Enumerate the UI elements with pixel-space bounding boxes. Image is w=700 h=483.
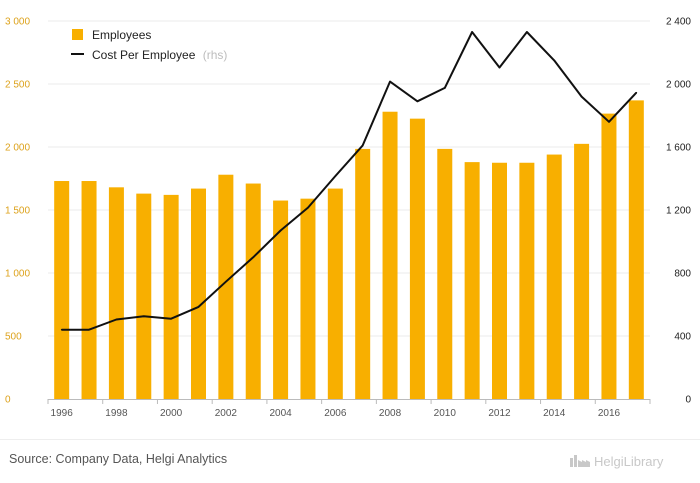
bar-employees-2004: [273, 200, 289, 399]
point-cost-per-employee-1996: [60, 328, 63, 331]
point-cost-per-employee-2004: [279, 229, 282, 232]
bar-employees-2009: [409, 118, 425, 400]
point-cost-per-employee-1999: [142, 315, 145, 318]
right-tick-label: 400: [674, 332, 691, 343]
x-tick-label: 2010: [434, 408, 457, 419]
x-tick-label: 2006: [324, 408, 347, 419]
x-tick-label: 1998: [105, 408, 128, 419]
source-note: Source: Company Data, Helgi Analytics: [9, 452, 227, 466]
x-tick-label: 2016: [598, 408, 621, 419]
x-tick-label: 2008: [379, 408, 402, 419]
right-tick-label: 1 200: [666, 206, 691, 217]
bar-employees-2005: [300, 198, 316, 399]
point-cost-per-employee-2000: [170, 317, 172, 320]
point-cost-per-employee-2014: [553, 59, 556, 62]
bar-employees-2010: [437, 148, 453, 399]
legend-label-rhs: (rhs): [203, 48, 228, 62]
bar-employees-2012: [492, 162, 507, 399]
x-tick-label: 2014: [543, 408, 566, 419]
x-tick-label: 2000: [160, 408, 183, 419]
x-axis: 1996 1998 2000 2002 2004 2006 2008 2010 2012 2014…: [47, 399, 651, 419]
left-tick-label: 1 000: [5, 269, 30, 280]
left-tick-label: 3 000: [5, 17, 30, 28]
point-cost-per-employee-1998: [115, 318, 118, 321]
bar-series-employees: [54, 100, 644, 400]
factory-icon: [570, 455, 590, 467]
bar-employees-2001: [191, 188, 206, 399]
point-cost-per-employee-2013: [526, 31, 528, 33]
right-axis-ticks: 0 400 800 1 200 1 600 2 000 2 400: [666, 17, 691, 406]
right-tick-label: 2 400: [666, 17, 691, 28]
point-cost-per-employee-2012: [498, 66, 501, 69]
bar-employees-2017: [628, 100, 644, 399]
bar-employees-2016: [601, 113, 617, 400]
point-cost-per-employee-2008: [389, 80, 391, 83]
bar-employees-2014: [546, 154, 562, 399]
bar-employees-2011: [464, 162, 480, 399]
bar-employees-2015: [574, 143, 590, 399]
legend-label-cost-text: Cost Per Employee: [92, 48, 196, 62]
bar-employees-2003: [245, 183, 261, 399]
left-axis-ticks: 0 500 1 000 1 500 2 000 2 500 3 000: [5, 17, 30, 406]
point-cost-per-employee-2009: [416, 100, 419, 103]
helgi-library-logo: HelgiLibrary: [570, 454, 664, 469]
right-tick-label: 800: [674, 269, 691, 280]
left-tick-label: 0: [5, 395, 11, 406]
point-cost-per-employee-2011: [471, 31, 473, 33]
point-cost-per-employee-2007: [361, 144, 364, 147]
point-cost-per-employee-2017: [635, 91, 638, 94]
point-cost-per-employee-2003: [252, 256, 255, 259]
point-cost-per-employee-2001: [197, 306, 200, 308]
x-tick-label: 2004: [269, 408, 292, 419]
left-tick-label: 500: [5, 332, 22, 343]
point-cost-per-employee-2002: [225, 280, 227, 283]
right-tick-label: 0: [685, 395, 691, 406]
point-cost-per-employee-2005: [307, 206, 309, 209]
bar-employees-2006: [327, 188, 343, 399]
legend: Employees Cost Per Employee (rhs): [71, 28, 227, 62]
legend-label-employees: Employees: [92, 28, 151, 42]
point-cost-per-employee-2015: [580, 95, 583, 98]
logo-text: HelgiLibrary: [594, 454, 664, 469]
bar-employees-2013: [519, 162, 535, 399]
right-tick-label: 2 000: [666, 80, 691, 91]
bar-employees-2000: [163, 194, 179, 399]
point-cost-per-employee-2006: [334, 175, 337, 177]
left-tick-label: 1 500: [5, 206, 30, 217]
bar-employees-1997: [81, 181, 97, 399]
x-tick-label: 2012: [488, 408, 511, 419]
bar-employees-1999: [136, 193, 152, 399]
point-cost-per-employee-1997: [88, 328, 90, 331]
right-tick-label: 1 600: [666, 143, 691, 154]
legend-label-cost-per-employee: Cost Per Employee (rhs): [92, 48, 227, 62]
x-tick-label: 1996: [51, 408, 74, 419]
left-tick-label: 2 500: [5, 80, 30, 91]
x-tick-label: 2002: [215, 408, 238, 419]
bar-employees-1998: [108, 187, 124, 399]
point-cost-per-employee-2010: [443, 87, 446, 89]
bar-employees-2002: [218, 174, 234, 399]
line-series-cost-per-employee: [60, 31, 638, 331]
line-cost-per-employee: [61, 31, 638, 331]
point-cost-per-employee-2016: [608, 121, 610, 123]
bar-employees-1996: [54, 181, 70, 399]
left-tick-label: 2 000: [5, 143, 30, 154]
legend-swatch-employees: [72, 29, 83, 40]
bar-employees-2007: [355, 148, 371, 399]
bar-employees-2008: [382, 111, 398, 399]
